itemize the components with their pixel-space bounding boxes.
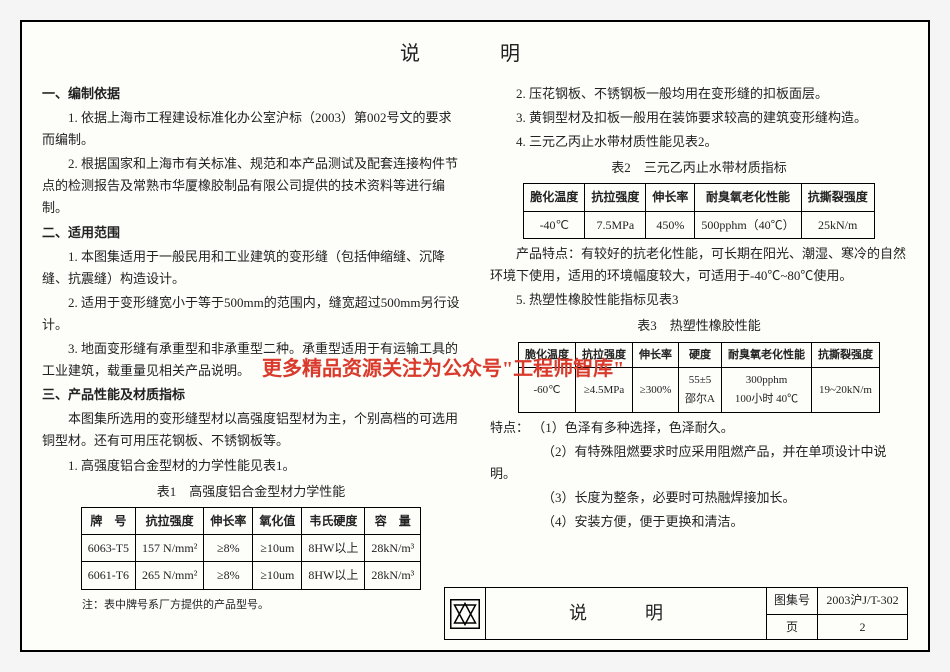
s1-p2: 2. 根据国家和上海市有关标准、规范和本产品测试及配套连接构件节点的检测报告及常…	[42, 153, 460, 219]
s2-p2: 2. 适用于变形缝宽小于等于500mm的范围内，缝宽超过500mm另行设计。	[42, 292, 460, 336]
t1-r1c4: 8HW以上	[302, 562, 365, 589]
left-column: 一、编制依据 1. 依据上海市工程建设标准化办公室沪标（2003）第002号文的…	[42, 81, 460, 615]
content-columns: 一、编制依据 1. 依据上海市工程建设标准化办公室沪标（2003）第002号文的…	[42, 81, 908, 615]
t3-h4: 耐臭氧老化性能	[721, 342, 811, 368]
t1-r0c4: 8HW以上	[302, 535, 365, 562]
t2-r0c1: 7.5MPa	[585, 211, 646, 238]
t1-r1c1: 265 N/mm²	[136, 562, 204, 589]
t1-r0c2: ≥8%	[204, 535, 253, 562]
t1-h2: 伸长率	[204, 507, 253, 534]
t3-r0c0: -60℃	[519, 368, 576, 412]
t2-h0: 脆化温度	[524, 184, 585, 211]
t1-r0c0: 6063-T5	[81, 535, 135, 562]
t2-r0c4: 25kN/m	[801, 211, 874, 238]
feat-h: 特点：	[490, 420, 529, 435]
t1-h4: 韦氏硬度	[302, 507, 365, 534]
t2-r0c0: -40℃	[524, 211, 585, 238]
footer-block: 说 明 图集号 2003沪J/T-302 页 2	[444, 587, 908, 640]
t3-r0c3: 55±5 邵尔A	[679, 368, 722, 412]
table3: 脆化温度 抗拉强度 伸长率 硬度 耐臭氧老化性能 抗撕裂强度 -60℃ ≥4.5…	[518, 342, 880, 413]
r-p4: 产品特点：有较好的抗老化性能，可长期在阳光、潮湿、寒冷的自然环境下使用，适用的环…	[490, 243, 908, 287]
footer-val1: 2003沪J/T-302	[817, 588, 907, 613]
feat1: （1）色泽有多种选择，色泽耐久。	[532, 420, 734, 435]
footer-label1: 图集号	[767, 588, 817, 613]
feat3: （3）长度为整条，必要时可热融焊接加长。	[490, 487, 908, 509]
s3-p1: 本图集所选用的变形缝型材以高强度铝型材为主，个别高档的可选用铜型材。还有可用压花…	[42, 408, 460, 452]
t1-r1c2: ≥8%	[204, 562, 253, 589]
t3-h2: 伸长率	[633, 342, 679, 368]
s3-p2: 1. 高强度铝合金型材的力学性能见表1。	[42, 455, 460, 477]
t3-r0c4: 300pphm 100小时 40℃	[721, 368, 811, 412]
features: 特点： （1）色泽有多种选择，色泽耐久。	[490, 417, 908, 439]
t1-r1c5: 28kN/m³	[365, 562, 421, 589]
footer-meta: 图集号 2003沪J/T-302 页 2	[767, 588, 907, 639]
s2-p3: 3. 地面变形缝有承重型和非承重型二种。承重型适用于有运输工具的工业建筑，载重量…	[42, 338, 460, 382]
t1-r1c3: ≥10um	[253, 562, 302, 589]
footer-val2: 2	[817, 614, 907, 639]
r-p2: 3. 黄铜型材及扣板一般用在装饰要求较高的建筑变形缝构造。	[490, 107, 908, 129]
t3-r0c5: 19~20kN/m	[811, 368, 879, 412]
t2-h1: 抗拉强度	[585, 184, 646, 211]
feat2: （2）有特殊阻燃要求时应采用阻燃产品，并在单项设计中说明。	[490, 441, 908, 485]
t1-r0c3: ≥10um	[253, 535, 302, 562]
table1-caption: 表1 高强度铝合金型材力学性能	[42, 481, 460, 503]
page-title: 说 明	[42, 37, 908, 71]
r-p3: 4. 三元乙丙止水带材质性能见表2。	[490, 131, 908, 153]
t1-r0c5: 28kN/m³	[365, 535, 421, 562]
t1-h1: 抗拉强度	[136, 507, 204, 534]
t3-r0c2: ≥300%	[633, 368, 679, 412]
s2-p1: 1. 本图集适用于一般民用和工业建筑的变形缝（包括伸缩缝、沉降缝、抗震缝）构造设…	[42, 246, 460, 290]
t3-h3: 硬度	[679, 342, 722, 368]
r-p1: 2. 压花钢板、不锈钢板一般均用在变形缝的扣板面层。	[490, 83, 908, 105]
section1-heading: 一、编制依据	[42, 83, 460, 105]
t3-h0: 脆化温度	[519, 342, 576, 368]
table1: 牌 号 抗拉强度 伸长率 氧化值 韦氏硬度 容 量 6063-T5 157 N/…	[81, 507, 422, 590]
triangle-logo-icon	[450, 599, 480, 629]
t1-r0c1: 157 N/mm²	[136, 535, 204, 562]
t1-h0: 牌 号	[81, 507, 135, 534]
feat4: （4）安装方便，便于更换和清洁。	[490, 511, 908, 533]
table1-note: 注：表中牌号系厂方提供的产品型号。	[82, 596, 460, 615]
t3-h1: 抗拉强度	[576, 342, 633, 368]
footer-logo	[445, 588, 486, 639]
t1-r1c0: 6061-T6	[81, 562, 135, 589]
table3-caption: 表3 热塑性橡胶性能	[490, 315, 908, 337]
t1-h3: 氧化值	[253, 507, 302, 534]
table2-caption: 表2 三元乙丙止水带材质指标	[490, 157, 908, 179]
r-p5: 5. 热塑性橡胶性能指标见表3	[490, 289, 908, 311]
t2-h2: 伸长率	[646, 184, 695, 211]
t2-r0c3: 500pphm（40℃）	[695, 211, 801, 238]
footer-label2: 页	[767, 614, 817, 639]
document-page: 说 明 一、编制依据 1. 依据上海市工程建设标准化办公室沪标（2003）第00…	[20, 20, 930, 652]
section2-heading: 二、适用范围	[42, 222, 460, 244]
footer-title: 说 明	[486, 588, 767, 639]
s1-p1: 1. 依据上海市工程建设标准化办公室沪标（2003）第002号文的要求而编制。	[42, 107, 460, 151]
section3-heading: 三、产品性能及材质指标	[42, 384, 460, 406]
t3-h5: 抗撕裂强度	[811, 342, 879, 368]
t2-h3: 耐臭氧老化性能	[695, 184, 801, 211]
right-column: 2. 压花钢板、不锈钢板一般均用在变形缝的扣板面层。 3. 黄铜型材及扣板一般用…	[490, 81, 908, 615]
t2-h4: 抗撕裂强度	[801, 184, 874, 211]
t2-r0c2: 450%	[646, 211, 695, 238]
t3-r0c1: ≥4.5MPa	[576, 368, 633, 412]
table2: 脆化温度 抗拉强度 伸长率 耐臭氧老化性能 抗撕裂强度 -40℃ 7.5MPa …	[523, 183, 874, 239]
t1-h5: 容 量	[365, 507, 421, 534]
